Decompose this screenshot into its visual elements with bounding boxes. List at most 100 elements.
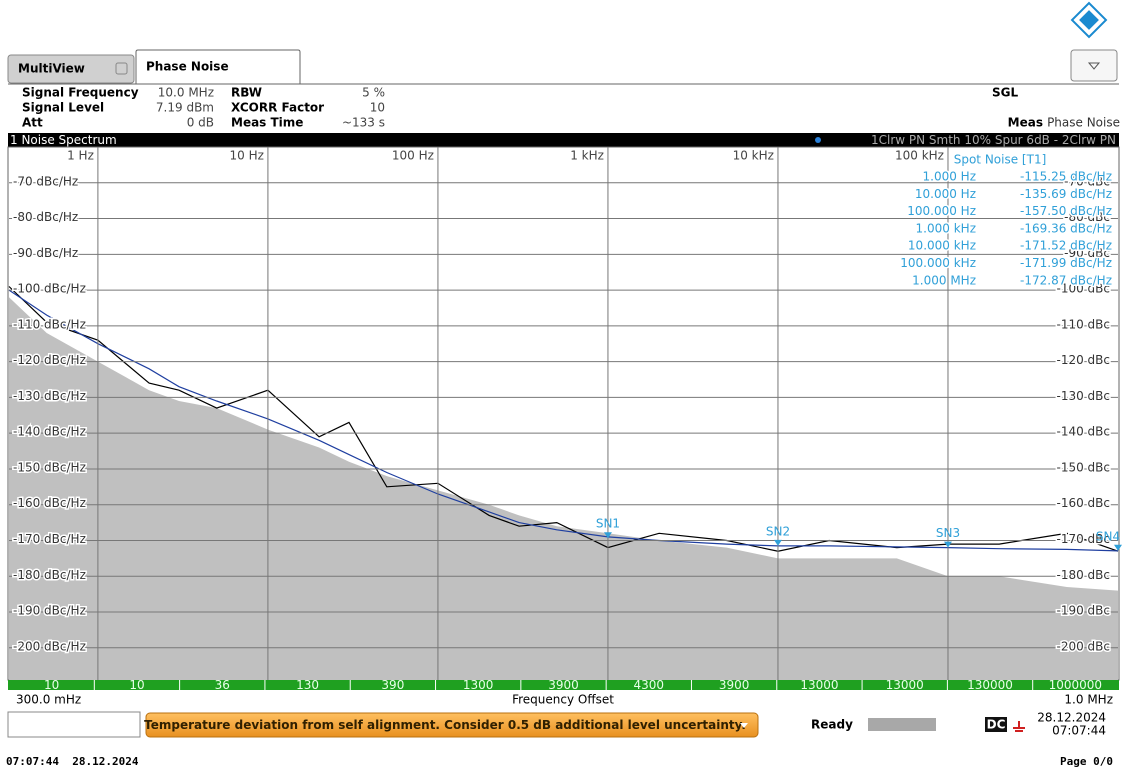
tab[interactable] [7,54,135,84]
trace [8,289,1119,552]
footer-page: Page 0/0 [1060,755,1113,768]
y2-tick-label: -70 dBc [1064,174,1110,188]
spot-marker [1114,544,1122,551]
spot-title: Spot Noise [T1] [954,153,1047,167]
y2-tick-label: -160 dBc [1057,496,1111,510]
spot-value: -169.36 dBc/Hz [1020,221,1112,235]
spot-marker-label: SN2 [766,524,790,538]
x-tick-label: 10 Hz [230,149,264,163]
dc-label: DC [987,718,1006,732]
spot-offset: 100.000 Hz [907,204,976,218]
average-count: 1000000 [1049,678,1102,692]
status-state: Ready [811,718,853,732]
average-count: 13000 [886,678,924,692]
message-arrow [740,723,748,728]
logo [1070,1,1108,39]
sweep-mode: SGL [992,86,1018,100]
y2-tick-label: -120 dBc [1057,353,1111,367]
progress [868,718,936,731]
y-tick-label: -110 dBc/Hz [13,317,86,331]
setting-label: Signal Frequency [22,86,139,100]
status-message: Temperature deviation from self alignmen… [144,718,746,732]
average-count: 130 [296,678,319,692]
y-tick-label: -70 dBc/Hz [13,174,78,188]
spot-offset: 10.000 Hz [915,187,976,201]
y-tick-label: -90 dBc/Hz [13,246,78,260]
setting-value: 10.0 MHz [158,86,214,100]
y-tick-label: -170 dBc/Hz [13,532,86,546]
setting-label: XCORR Factor [231,101,324,115]
y-tick-label: -150 dBc/Hz [13,460,86,474]
average-count: 13000 [800,678,838,692]
spot-marker [773,539,782,546]
y-tick-label: -130 dBc/Hz [13,389,86,403]
average-count: 36 [215,678,230,692]
setting-value: 5 % [362,86,385,100]
spot-marker [603,532,612,539]
average-count: 3900 [548,678,579,692]
spot-marker-label: SN1 [596,517,620,531]
y-tick-label: -200 dBc/Hz [13,639,86,653]
tab[interactable] [135,49,301,84]
x-tick-label: 10 kHz [733,149,774,163]
setting-value: 7.19 dBm [156,101,214,115]
status-time: 07:07:44 [1052,724,1106,738]
menu-button[interactable] [1070,49,1118,82]
x-tick-label: 100 Hz [392,149,434,163]
message-bar[interactable] [145,712,759,738]
average-count: 10 [129,678,144,692]
x-axis-label: Frequency Offset [512,693,614,707]
input-box[interactable] [7,711,141,738]
spot-value: -171.52 dBc/Hz [1020,239,1112,253]
spot-value: -172.87 dBc/Hz [1020,273,1112,287]
trace-info: 1Clrw PN Smth 10% Spur 6dB - 2Clrw PN [871,133,1116,147]
y-tick-label: -120 dBc/Hz [13,353,86,367]
y-tick-label: -140 dBc/Hz [13,425,86,439]
y-tick-label: -180 dBc/Hz [13,568,86,582]
tab-label: MultiView [18,62,85,76]
footer-timestamp: 07:07:44 28.12.2024 [6,755,139,768]
spot-offset: 1.000 Hz [923,170,977,184]
ground-icon [1013,721,1025,732]
average-bar [8,680,1119,690]
x-end-label: 1.0 MHz [1064,693,1113,707]
y2-tick-label: -200 dBc [1057,639,1111,653]
y2-tick-label: -150 dBc [1057,460,1111,474]
spot-offset: 10.000 kHz [908,239,976,253]
tab-label: Phase Noise [146,60,229,74]
setting-label: Signal Level [22,101,104,115]
spot-marker [943,541,952,548]
tab-icon [115,62,128,75]
spot-value: -157.50 dBc/Hz [1020,204,1112,218]
x-tick-label: 1 Hz [67,149,94,163]
average-count: 390 [381,678,404,692]
y2-tick-label: -180 dBc [1057,568,1111,582]
noise-floor-area [9,297,1118,680]
spot-value: -171.99 dBc/Hz [1020,256,1112,270]
x-start-label: 300.0 mHz [16,693,81,707]
y-tick-label: -190 dBc/Hz [13,604,86,618]
setting-label: Meas Time [231,116,303,130]
y-tick-label: -100 dBc/Hz [13,282,86,296]
setting-value: 10 [370,101,385,115]
y2-tick-label: -80 dBc [1064,210,1110,224]
y-tick-label: -80 dBc/Hz [13,210,78,224]
average-count: 4300 [634,678,665,692]
setting-value: ~133 s [342,116,385,130]
spot-offset: 1.000 MHz [912,273,976,287]
setting-label: Att [22,116,43,130]
plot-header [8,133,1119,147]
meas-value: Phase Noise [1047,116,1120,130]
spot-marker-label: SN4 [1096,529,1120,543]
dc-box [985,717,1007,732]
y2-tick-label: -110 dBc [1057,317,1111,331]
y2-tick-label: -100 dBc [1057,282,1111,296]
y2-tick-label: -90 dBc [1064,246,1110,260]
setting-label: RBW [231,86,262,100]
meas-label: Meas [1008,116,1043,130]
average-count: 1300 [463,678,494,692]
y2-tick-label: -140 dBc [1057,425,1111,439]
menu-arrow [1087,62,1101,70]
spot-offset: 100.000 kHz [900,256,976,270]
